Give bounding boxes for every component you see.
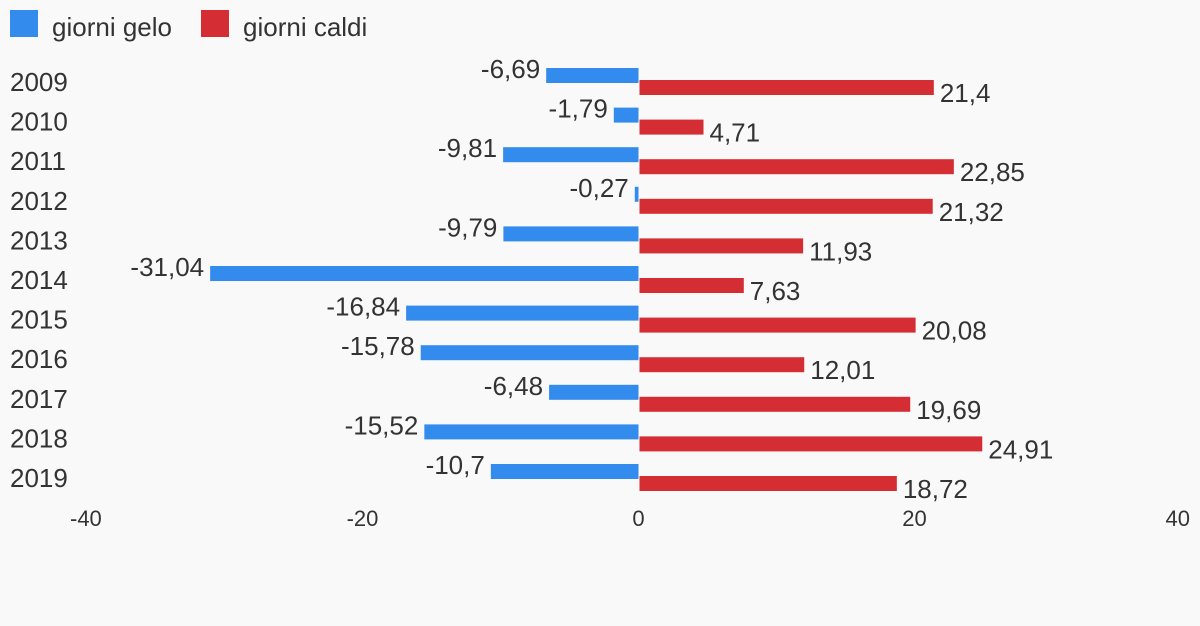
x-tick-label-2: 0 bbox=[632, 506, 644, 531]
legend-swatch-giorni-caldi bbox=[201, 10, 229, 37]
category-label-2013: 2013 bbox=[10, 225, 68, 255]
legend: giorni gelo giorni caldi bbox=[10, 10, 367, 42]
bar-giorni-gelo-2010 bbox=[613, 107, 639, 123]
bar-giorni-gelo-2018 bbox=[424, 424, 639, 440]
legend-label-giorni-caldi: giorni caldi bbox=[243, 12, 367, 42]
value-label-giorni-gelo-2018: -15,52 bbox=[345, 410, 419, 440]
bar-giorni-gelo-2011 bbox=[503, 147, 639, 163]
x-axis: -40 -20 0 20 40 bbox=[70, 506, 1190, 531]
bar-giorni-gelo-2014 bbox=[210, 266, 639, 281]
bar-giorni-gelo-2016 bbox=[420, 345, 639, 361]
bar-giorni-caldi-2015 bbox=[639, 317, 916, 333]
bar-giorni-caldi-2010 bbox=[639, 119, 704, 135]
value-label-giorni-caldi-2015: 20,08 bbox=[922, 316, 987, 346]
value-label-giorni-gelo-2012: -0,27 bbox=[570, 173, 629, 203]
bar-giorni-gelo-2009 bbox=[546, 68, 639, 83]
category-label-2012: 2012 bbox=[10, 186, 68, 216]
value-label-giorni-caldi-2019: 18,72 bbox=[903, 474, 968, 504]
category-label-2019: 2019 bbox=[10, 463, 68, 493]
category-label-2017: 2017 bbox=[10, 384, 68, 414]
bar-giorni-gelo-2012 bbox=[634, 186, 639, 202]
value-label-giorni-caldi-2016: 12,01 bbox=[810, 355, 875, 385]
value-label-giorni-gelo-2017: -6,48 bbox=[484, 371, 543, 401]
x-tick-label-0: -40 bbox=[70, 506, 102, 531]
value-label-giorni-gelo-2014: -31,04 bbox=[130, 252, 204, 282]
category-label-2009: 2009 bbox=[10, 67, 68, 97]
value-label-giorni-caldi-2017: 19,69 bbox=[916, 395, 981, 425]
bar-giorni-caldi-2019 bbox=[639, 476, 897, 491]
bar-giorni-caldi-2011 bbox=[639, 159, 954, 175]
value-label-giorni-gelo-2011: -9,81 bbox=[438, 133, 497, 163]
y-axis-labels: 2009 2010 2011 2012 2013 2014 2015 2016 2017 2018… bbox=[10, 67, 68, 493]
category-label-2015: 2015 bbox=[10, 305, 68, 335]
value-label-giorni-caldi-2012: 21,32 bbox=[939, 197, 1004, 227]
value-label-giorni-gelo-2013: -9,79 bbox=[438, 212, 497, 242]
value-label-giorni-gelo-2010: -1,79 bbox=[549, 94, 608, 124]
legend-swatch-giorni-gelo bbox=[10, 10, 38, 37]
bar-giorni-caldi-2013 bbox=[639, 238, 804, 254]
value-label-giorni-gelo-2009: -6,69 bbox=[481, 54, 540, 84]
value-label-giorni-gelo-2016: -15,78 bbox=[341, 331, 415, 361]
bar-giorni-caldi-2009 bbox=[639, 80, 934, 95]
x-tick-label-1: -20 bbox=[347, 506, 379, 531]
value-labels: -6,69 21,4 -1,79 4,71 -9,81 22,85 -0,27 21,32 -9… bbox=[130, 54, 1053, 504]
value-label-giorni-caldi-2013: 11,93 bbox=[809, 236, 872, 266]
category-label-2016: 2016 bbox=[10, 344, 68, 374]
x-tick-label-3: 20 bbox=[902, 506, 926, 531]
category-label-2011: 2011 bbox=[10, 146, 66, 176]
value-label-giorni-gelo-2019: -10,7 bbox=[426, 450, 485, 480]
category-label-2010: 2010 bbox=[10, 107, 68, 137]
value-label-giorni-caldi-2018: 24,91 bbox=[988, 434, 1053, 464]
bar-giorni-caldi-2018 bbox=[639, 436, 983, 452]
bar-giorni-gelo-2019 bbox=[490, 464, 639, 479]
bar-giorni-caldi-2016 bbox=[639, 357, 805, 373]
bar-giorni-gelo-2017 bbox=[549, 384, 639, 400]
category-label-2014: 2014 bbox=[10, 265, 68, 295]
category-label-2018: 2018 bbox=[10, 423, 68, 453]
x-tick-label-4: 40 bbox=[1166, 506, 1190, 531]
value-label-giorni-caldi-2011: 22,85 bbox=[960, 157, 1025, 187]
bar-giorni-caldi-2014 bbox=[639, 278, 744, 293]
bar-giorni-gelo-2013 bbox=[503, 226, 639, 242]
legend-label-giorni-gelo: giorni gelo bbox=[52, 12, 172, 42]
value-label-giorni-caldi-2010: 4,71 bbox=[709, 118, 760, 148]
value-label-giorni-caldi-2009: 21,4 bbox=[940, 78, 991, 108]
bar-giorni-caldi-2012 bbox=[639, 198, 933, 214]
bars bbox=[210, 68, 983, 491]
value-label-giorni-caldi-2014: 7,63 bbox=[750, 276, 801, 306]
bar-giorni-gelo-2015 bbox=[406, 305, 639, 321]
bar-giorni-caldi-2017 bbox=[639, 396, 911, 412]
value-label-giorni-gelo-2015: -16,84 bbox=[326, 292, 400, 322]
